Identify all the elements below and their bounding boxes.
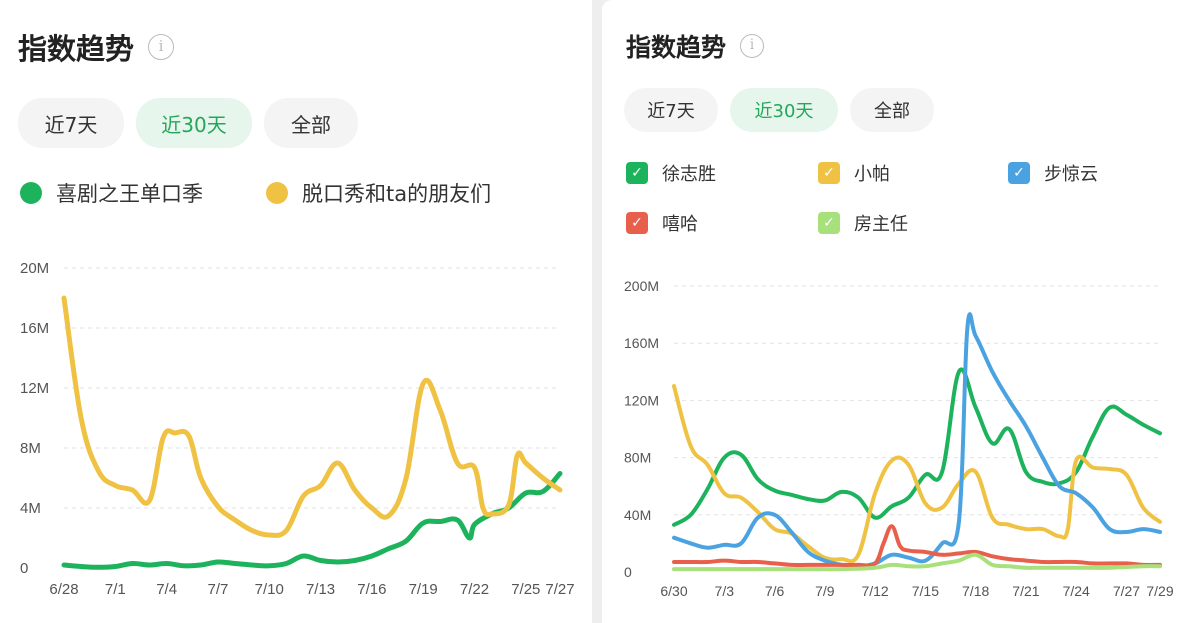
x-tick-label: 7/27 [1113, 583, 1140, 599]
left-title: 指数趋势 i [18, 26, 175, 68]
tab-label: 近30天 [754, 101, 814, 122]
x-tick-label: 7/24 [1063, 583, 1090, 599]
y-tick-label: 16M [20, 320, 49, 337]
x-tick-label: 7/4 [156, 581, 177, 598]
x-tick-label: 7/27 [545, 581, 574, 598]
series-line [672, 524, 1162, 568]
left-tabs: 近7天 近30天 全部 [18, 98, 358, 148]
legend-dot-green [20, 182, 42, 204]
x-tick-label: 7/6 [765, 583, 785, 599]
series-line [61, 471, 563, 570]
legend-item-xijuzhiwang[interactable]: 喜剧之王单口季 [20, 178, 203, 208]
y-tick-label: 0 [20, 560, 28, 577]
y-tick-label: 12M [20, 380, 49, 397]
x-tick-label: 7/16 [357, 581, 386, 598]
tab-30-days[interactable]: 近30天 [730, 88, 838, 132]
tab-label: 全部 [874, 101, 910, 122]
tab-label: 近7天 [44, 112, 98, 137]
info-icon[interactable]: i [148, 34, 175, 60]
x-tick-label: 7/13 [306, 581, 335, 598]
checkbox-checked-icon[interactable]: ✓ [626, 162, 648, 184]
legend-label: 小帕 [854, 164, 890, 185]
x-tick-label: 7/12 [861, 583, 888, 599]
right-title-text: 指数趋势 [626, 33, 727, 62]
checkbox-checked-icon[interactable]: ✓ [1008, 162, 1030, 184]
left-title-text: 指数趋势 [18, 32, 135, 66]
series-line [672, 552, 1162, 572]
legend-item-xiaopa[interactable]: ✓ 小帕 [818, 160, 890, 186]
legend-dot-yellow [266, 182, 288, 204]
x-tick-label: 6/28 [49, 581, 78, 598]
y-tick-label: 8M [20, 440, 41, 457]
series-line [672, 384, 1162, 564]
right-title: 指数趋势 i [626, 28, 765, 64]
y-tick-label: 20M [20, 260, 49, 277]
series-line [672, 367, 1162, 527]
x-tick-label: 7/29 [1146, 583, 1173, 599]
tab-30-days[interactable]: 近30天 [136, 98, 252, 148]
right-line-chart: 0 40M 80M 120M 160M 200M 6/30 7/3 7/6 7/9 7/12 7/15… [624, 278, 1174, 599]
legend-label: 嘻哈 [662, 214, 698, 235]
checkbox-checked-icon[interactable]: ✓ [818, 212, 840, 234]
series-line [61, 295, 563, 538]
series-line [672, 312, 1162, 569]
right-panel: 指数趋势 i 近7天 近30天 全部 ✓ 徐志胜 ✓ 小帕 ✓ 步惊云 ✓ 嘻哈… [602, 0, 1200, 623]
legend-label: 徐志胜 [662, 164, 716, 185]
legend-label: 房主任 [854, 214, 908, 235]
legend-item-tuokouxiu[interactable]: 脱口秀和ta的朋友们 [266, 178, 491, 208]
tab-all[interactable]: 全部 [264, 98, 358, 148]
checkbox-checked-icon[interactable]: ✓ [626, 212, 648, 234]
x-tick-label: 7/3 [715, 583, 735, 599]
y-tick-label: 80M [624, 450, 651, 466]
info-icon[interactable]: i [740, 34, 765, 58]
x-tick-label: 7/25 [511, 581, 540, 598]
legend-item-xiha[interactable]: ✓ 嘻哈 [626, 210, 698, 236]
x-tick-label: 7/7 [208, 581, 229, 598]
legend-item-xuzhisheng[interactable]: ✓ 徐志胜 [626, 160, 716, 186]
tab-all[interactable]: 全部 [850, 88, 934, 132]
left-panel: 指数趋势 i 近7天 近30天 全部 喜剧之王单口季 脱口秀和ta的朋友们 0 4… [0, 0, 592, 623]
y-tick-label: 0 [624, 564, 632, 580]
x-tick-label: 7/18 [962, 583, 989, 599]
x-tick-label: 7/21 [1012, 583, 1039, 599]
x-tick-label: 6/30 [660, 583, 687, 599]
tab-label: 近7天 [647, 101, 695, 122]
x-tick-label: 7/19 [409, 581, 438, 598]
y-tick-label: 40M [624, 507, 651, 523]
x-tick-label: 7/22 [460, 581, 489, 598]
legend-item-bujingyun[interactable]: ✓ 步惊云 [1008, 160, 1098, 186]
legend-item-fangzhuren[interactable]: ✓ 房主任 [818, 210, 908, 236]
x-tick-label: 7/15 [912, 583, 939, 599]
x-tick-label: 7/9 [815, 583, 835, 599]
tab-7-days[interactable]: 近7天 [18, 98, 124, 148]
legend-label: 脱口秀和ta的朋友们 [302, 182, 492, 206]
y-tick-label: 4M [20, 500, 41, 517]
left-line-chart: 0 4M 8M 12M 16M 20M 6/28 7/1 7/4 7/7 7/10 7/13 7/16 7… [20, 260, 575, 598]
tab-label: 近30天 [161, 112, 227, 137]
legend-label: 喜剧之王单口季 [56, 182, 203, 206]
y-tick-label: 160M [624, 335, 659, 351]
y-tick-label: 120M [624, 392, 659, 408]
x-tick-label: 7/1 [105, 581, 126, 598]
tab-label: 全部 [291, 112, 331, 137]
tab-7-days[interactable]: 近7天 [624, 88, 718, 132]
right-tabs: 近7天 近30天 全部 [624, 88, 934, 132]
y-tick-label: 200M [624, 278, 659, 294]
checkbox-checked-icon[interactable]: ✓ [818, 162, 840, 184]
legend-label: 步惊云 [1044, 164, 1098, 185]
x-tick-label: 7/10 [255, 581, 284, 598]
